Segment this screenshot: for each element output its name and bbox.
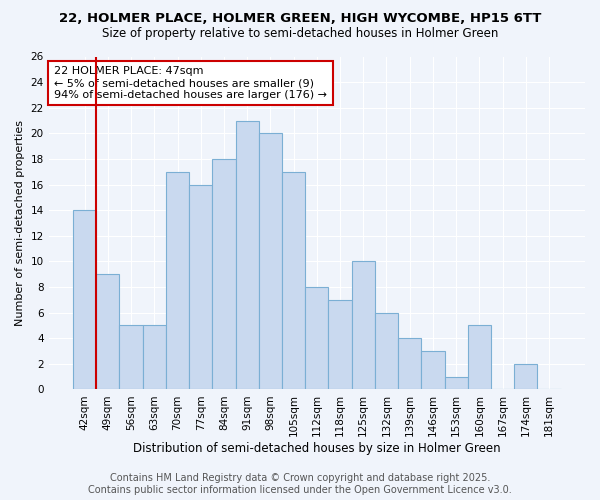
Bar (166, 172, 189, 390)
Bar (143, 326, 166, 390)
Bar (236, 120, 259, 390)
Text: 22, HOLMER PLACE, HOLMER GREEN, HIGH WYCOMBE, HP15 6TT: 22, HOLMER PLACE, HOLMER GREEN, HIGH WYC… (59, 12, 541, 26)
Bar (468, 326, 491, 390)
Bar (282, 172, 305, 390)
Bar (96, 274, 119, 390)
Bar (259, 134, 282, 390)
X-axis label: Distribution of semi-detached houses by size in Holmer Green: Distribution of semi-detached houses by … (133, 442, 500, 455)
Bar (421, 351, 445, 390)
Bar (398, 338, 421, 390)
Text: Contains HM Land Registry data © Crown copyright and database right 2025.
Contai: Contains HM Land Registry data © Crown c… (88, 474, 512, 495)
Bar (212, 159, 236, 390)
Bar (514, 364, 538, 390)
Bar (375, 312, 398, 390)
Bar (352, 262, 375, 390)
Bar (445, 376, 468, 390)
Text: 22 HOLMER PLACE: 47sqm
← 5% of semi-detached houses are smaller (9)
94% of semi-: 22 HOLMER PLACE: 47sqm ← 5% of semi-deta… (54, 66, 327, 100)
Bar (73, 210, 96, 390)
Bar (305, 287, 328, 390)
Bar (328, 300, 352, 390)
Text: Size of property relative to semi-detached houses in Holmer Green: Size of property relative to semi-detach… (102, 28, 498, 40)
Y-axis label: Number of semi-detached properties: Number of semi-detached properties (15, 120, 25, 326)
Bar (189, 184, 212, 390)
Bar (119, 326, 143, 390)
